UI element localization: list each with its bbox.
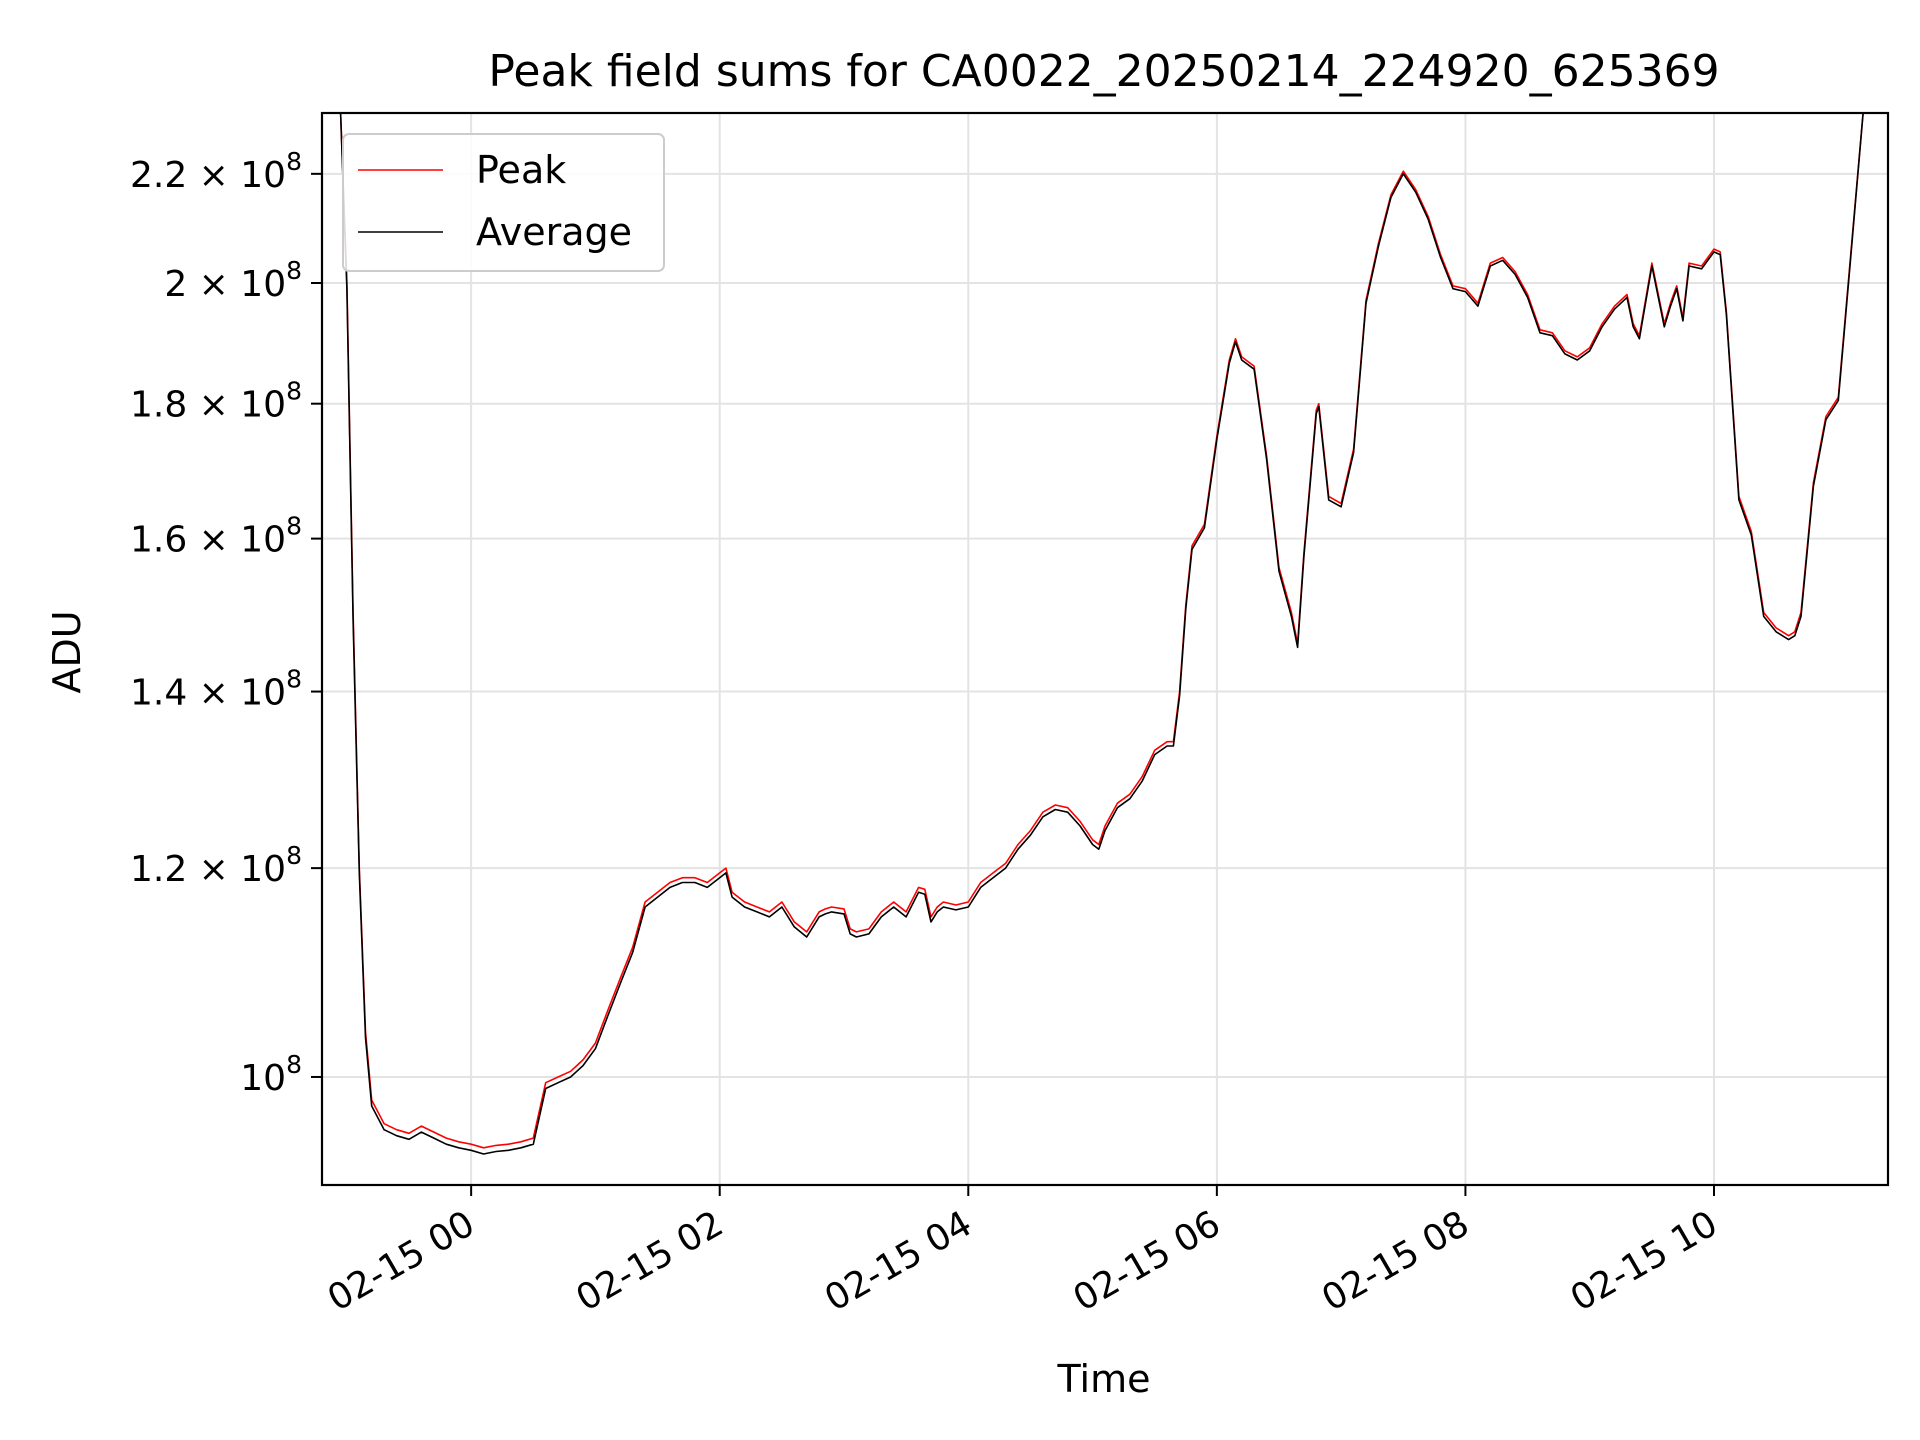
legend: Peak Average: [342, 133, 665, 272]
y-tick-label: 1.6 × 108: [130, 512, 302, 561]
y-tick-label: 1.8 × 108: [130, 377, 302, 426]
series-line-peak: [336, 113, 1882, 1149]
legend-box: [342, 133, 665, 272]
x-axis-label: Time: [1057, 1357, 1151, 1401]
legend-label-peak: Peak: [476, 148, 566, 192]
plot-frame: [320, 111, 1890, 1187]
series-line-average: [336, 113, 1882, 1155]
y-tick-label: 2 × 108: [164, 256, 302, 305]
y-axis-label: ADU: [45, 610, 89, 693]
y-tick-label: 1.4 × 108: [130, 665, 302, 714]
chart-title: Peak field sums for CA0022_20250214_2249…: [488, 46, 1719, 97]
plot-area: [336, 113, 1882, 1155]
legend-label-average: Average: [476, 210, 632, 254]
grid: [322, 113, 1888, 1185]
y-tick-label: 1.2 × 108: [130, 841, 302, 890]
y-tick-label: 2.2 × 108: [130, 147, 302, 196]
y-tick-label: 108: [240, 1050, 302, 1099]
